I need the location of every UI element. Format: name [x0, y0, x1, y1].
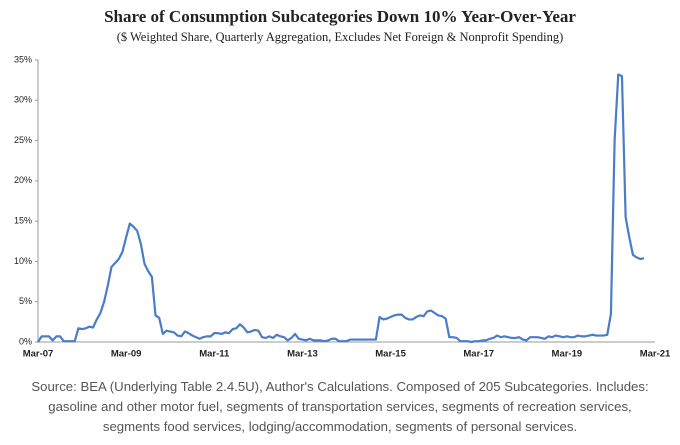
x-tick-label: Mar-17: [463, 349, 494, 360]
x-tick-label: Mar-09: [111, 349, 142, 360]
y-tick-label: 5%: [19, 296, 32, 306]
x-tick-label: Mar-07: [23, 349, 54, 360]
x-tick-label: Mar-13: [287, 349, 318, 360]
chart: Share of Consumption Subcategories Down …: [14, 7, 671, 360]
x-tick-label: Mar-21: [640, 349, 671, 360]
y-tick-label: 20%: [14, 175, 32, 185]
x-tick-label: Mar-11: [199, 349, 230, 360]
source-note: Source: BEA (Underlying Table 2.4.5U), A…: [31, 379, 649, 434]
y-tick-label: 30%: [14, 95, 32, 105]
y-tick-label: 10%: [14, 256, 32, 266]
y-tick-label: 35%: [14, 54, 32, 64]
chart-title: Share of Consumption Subcategories Down …: [104, 7, 576, 26]
chart-subtitle: ($ Weighted Share, Quarterly Aggregation…: [117, 30, 564, 44]
y-tick-label: 25%: [14, 135, 32, 145]
line-series: [37, 73, 645, 344]
x-tick-label: Mar-19: [552, 349, 583, 360]
x-tick-label: Mar-15: [375, 349, 406, 360]
y-tick-label: 0%: [19, 336, 32, 346]
y-tick-label: 15%: [14, 216, 32, 226]
